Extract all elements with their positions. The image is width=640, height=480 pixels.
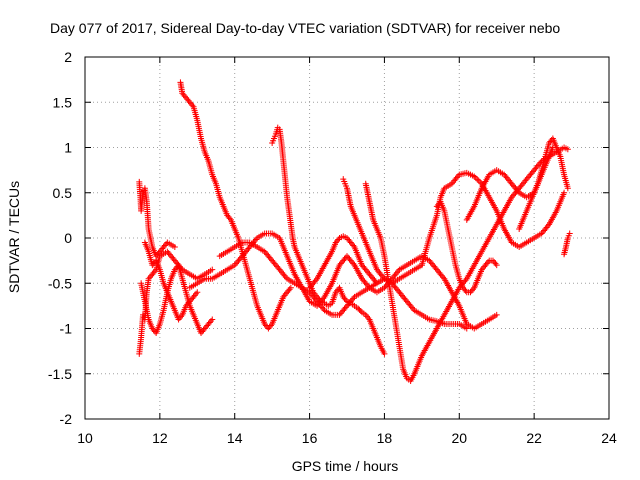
- y-tick-label: -2: [60, 411, 73, 427]
- data-point: [475, 177, 482, 184]
- data-point: [463, 325, 470, 332]
- x-tick-label: 22: [526, 430, 542, 446]
- data-point: [194, 289, 201, 296]
- series-pass-j: [340, 176, 425, 287]
- x-tick-label: 16: [302, 430, 318, 446]
- data-point: [287, 284, 294, 291]
- y-tick-label: 0.5: [53, 185, 73, 201]
- x-tick-label: 10: [77, 430, 93, 446]
- data-point: [381, 350, 388, 357]
- data-point: [477, 179, 484, 186]
- data-point: [171, 244, 178, 251]
- plot-frame: [84, 56, 610, 420]
- data-point: [493, 311, 500, 318]
- data-point: [549, 144, 556, 151]
- series-pass-l: [418, 169, 568, 269]
- series-pass-e: [177, 79, 294, 332]
- data-point: [564, 146, 571, 153]
- series-pass-p: [561, 230, 573, 258]
- y-tick-label: 0: [64, 230, 72, 246]
- data-points: [136, 79, 573, 384]
- series-pass-g: [186, 230, 500, 332]
- x-tick-label: 20: [451, 430, 467, 446]
- chart-title: Day 077 of 2017, Sidereal Day-to-day VTE…: [50, 20, 560, 36]
- data-point: [209, 316, 216, 323]
- x-tick-label: 14: [227, 430, 243, 446]
- y-tick-label: -1: [60, 321, 73, 337]
- y-tick-label: 1: [64, 140, 72, 156]
- series-pass-i: [306, 233, 380, 291]
- data-point: [209, 266, 216, 273]
- data-point: [471, 173, 478, 180]
- series-pass-b: [136, 178, 178, 260]
- y-tick-label: 1.5: [53, 94, 73, 110]
- data-point: [493, 262, 500, 269]
- series-pass-f: [269, 124, 388, 357]
- x-axis-label: GPS time / hours: [292, 458, 399, 474]
- data-point: [566, 230, 573, 237]
- y-tick-label: -1.5: [48, 366, 72, 382]
- data-point: [357, 308, 364, 315]
- x-tick-label: 18: [377, 430, 393, 446]
- y-tick-label: 2: [64, 49, 72, 65]
- grid-lines: [85, 57, 609, 419]
- axis-ticks: 10 12 14 16 18 20 22 24 2 1.5 1 0.5 0 -0.5 -1 -1.5 -2: [48, 49, 617, 446]
- y-tick-label: -0.5: [48, 275, 72, 291]
- data-point: [561, 189, 568, 196]
- data-point: [564, 185, 571, 192]
- series-pass-o: [516, 144, 556, 232]
- x-tick-label: 12: [152, 430, 168, 446]
- series-pass-h: [216, 239, 470, 332]
- data-point: [474, 176, 481, 183]
- data-point: [373, 280, 380, 287]
- series-pass-c: [138, 262, 216, 337]
- series-pass-d: [141, 239, 201, 323]
- y-axis-label: SDTVAR / TECUs: [6, 181, 22, 293]
- data-point: [472, 174, 479, 181]
- x-tick-label: 24: [601, 430, 617, 446]
- series-pass-m: [433, 198, 500, 296]
